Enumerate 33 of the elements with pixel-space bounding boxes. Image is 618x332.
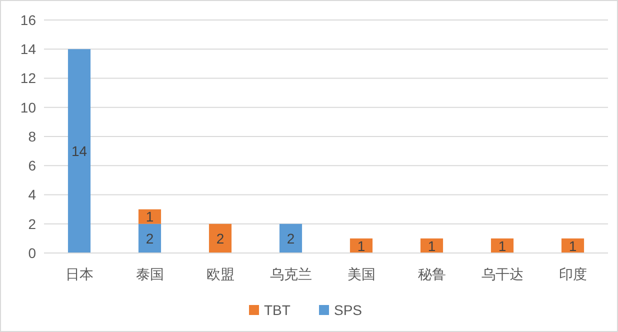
data-label: 14 [71,143,88,160]
legend-label: TBT [264,302,291,318]
data-label: 2 [146,230,154,246]
x-tick-label: 泰国 [136,266,164,282]
bar [208,224,232,253]
bar [68,49,91,253]
data-label: 2 [216,230,224,246]
x-tick-label: 印度 [558,266,587,282]
y-tick-label: 2 [28,216,36,232]
data-label: 1 [568,238,577,254]
data-label: 1 [428,238,436,254]
x-tick-label: 美国 [347,266,376,282]
bar [279,224,302,253]
bar [138,209,162,224]
y-tick-label: 4 [28,186,36,203]
bar [138,224,162,253]
y-tick-label: 8 [28,128,36,144]
x-tick-label: 乌克兰 [270,266,312,282]
y-tick-label: 10 [20,99,36,116]
y-tick-label: 16 [20,12,36,28]
data-label: 1 [146,208,154,225]
data-label: 2 [286,230,295,246]
y-tick-label: 12 [20,70,36,86]
x-tick-label: 乌干达 [481,266,524,282]
y-tick-label: 6 [28,158,36,174]
x-tick-label: 欧盟 [206,266,234,282]
data-label: 1 [498,238,506,254]
x-tick-label: 秘鲁 [418,266,446,282]
data-label: 1 [357,238,366,254]
y-tick-label: 0 [28,244,36,261]
legend-label: SPS [334,302,362,318]
x-tick-label: 日本 [65,266,94,282]
y-tick-label: 14 [20,41,36,58]
